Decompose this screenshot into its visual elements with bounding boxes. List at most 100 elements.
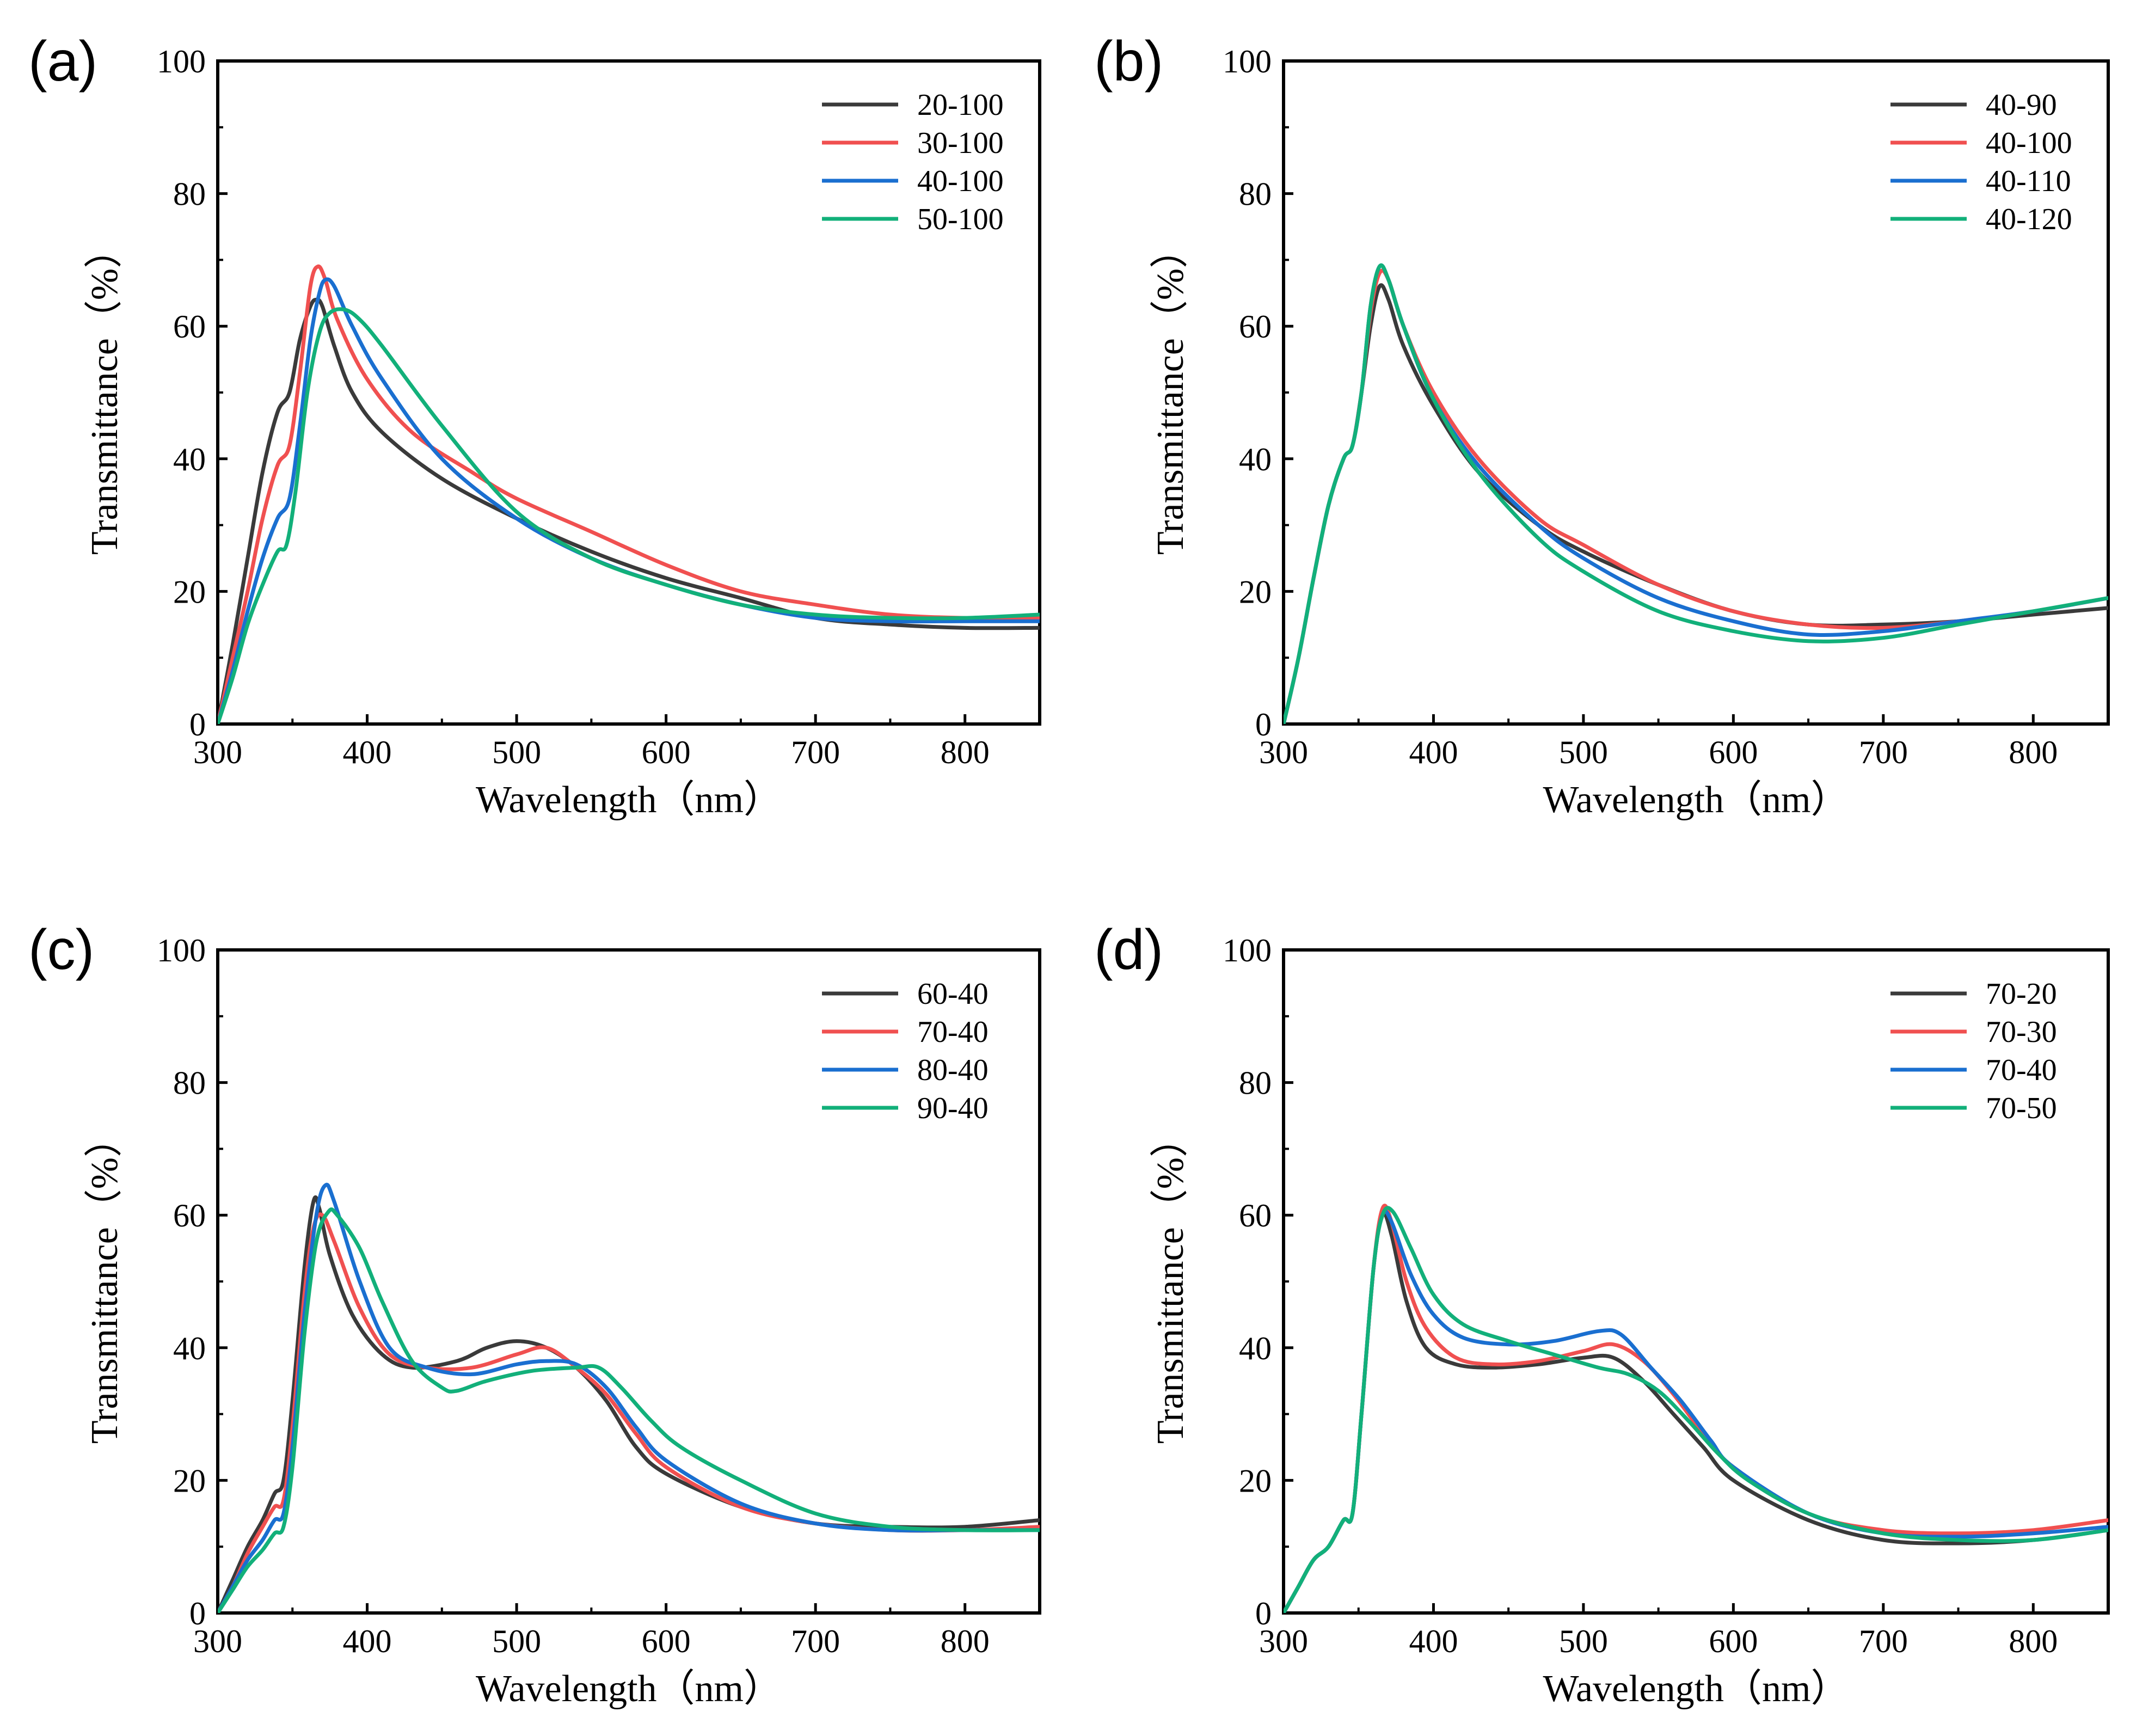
x-tick-label: 700 (1859, 1623, 1908, 1659)
legend-label: 80-40 (917, 1053, 989, 1087)
x-tick-label: 300 (1259, 1623, 1308, 1659)
x-tick-label: 500 (1559, 734, 1608, 770)
x-tick-label: 400 (1409, 1623, 1458, 1659)
x-tick-label: 300 (193, 734, 242, 770)
legend-label: 50-100 (917, 203, 1004, 236)
x-tick-label: 800 (2009, 1623, 2058, 1659)
series-line-20-100 (218, 297, 1040, 724)
series-line-50-100 (218, 307, 1040, 724)
x-tick-label: 500 (492, 734, 541, 770)
legend-label: 40-100 (917, 164, 1004, 198)
legend-label: 70-50 (1986, 1091, 2057, 1125)
series-line-30-100 (218, 264, 1040, 724)
panel-label: (c) (28, 918, 94, 982)
y-tick-label: 40 (1239, 1330, 1272, 1366)
y-tick-label: 0 (1255, 707, 1272, 743)
x-tick-label: 600 (1709, 734, 1758, 770)
series-line-70-50 (1284, 1206, 2108, 1613)
panel-label: (b) (1094, 30, 1163, 93)
y-tick-label: 80 (1239, 176, 1272, 212)
y-tick-label: 40 (1239, 441, 1272, 477)
x-tick-label: 300 (1259, 734, 1308, 770)
series-group (1284, 1204, 2108, 1613)
series-line-80-40 (218, 1182, 1040, 1613)
y-axis-title: Transmittance（%） (1150, 230, 1192, 555)
x-tick-label: 700 (791, 1623, 840, 1659)
x-tick-label: 800 (941, 1623, 990, 1659)
y-tick-label: 100 (1223, 44, 1272, 79)
legend-label: 40-120 (1986, 203, 2072, 236)
panel-b: (b) 300 400 500 600 700 800 0 20 40 60 80 100 Wavele… (1094, 30, 2110, 821)
plot-area: 300 400 500 600 700 800 0 20 40 60 80 100 Wavelength… (84, 933, 1041, 1710)
series-line-40-120 (1284, 263, 2108, 724)
y-tick-label: 0 (1255, 1596, 1272, 1631)
y-tick-label: 100 (157, 44, 206, 79)
panel-label: (a) (28, 30, 97, 93)
x-axis-title: Wavelength（nm） (476, 1668, 782, 1710)
panel-d: (d) 300 400 500 600 700 800 0 20 40 60 80 100 Wavele… (1094, 918, 2110, 1710)
y-tick-label: 40 (173, 441, 206, 477)
x-tick-label: 600 (642, 1623, 691, 1659)
y-tick-label: 0 (189, 707, 206, 743)
legend-label: 30-100 (917, 126, 1004, 160)
y-axis-title: Transmittance（%） (84, 230, 126, 555)
legend-label: 40-110 (1986, 164, 2071, 198)
x-tick-label: 700 (791, 734, 840, 770)
series-group (1284, 263, 2108, 724)
y-tick-label: 80 (173, 176, 206, 212)
x-tick-label: 800 (2009, 734, 2058, 770)
y-tick-label: 100 (1223, 933, 1272, 968)
plot-frame (216, 948, 1041, 1615)
series-line-70-40 (218, 1212, 1040, 1613)
x-tick-label: 600 (1709, 1623, 1758, 1659)
y-tick-label: 60 (1239, 1198, 1272, 1234)
y-tick-label: 0 (189, 1596, 206, 1631)
y-tick-label: 60 (173, 309, 206, 345)
y-tick-label: 20 (173, 574, 206, 610)
plot-area: 300 400 500 600 700 800 0 20 40 60 80 100 Wavelength… (1150, 44, 2110, 821)
x-axis-title: Wavelength（nm） (1543, 779, 1849, 821)
y-tick-label: 20 (1239, 1463, 1272, 1499)
y-tick-label: 20 (173, 1463, 206, 1499)
series-line-40-90 (1284, 283, 2108, 724)
plot-area: 300 400 500 600 700 800 0 20 40 60 80 100 Wavelength… (84, 44, 1041, 821)
x-tick-label: 500 (1559, 1623, 1608, 1659)
x-tick-label: 400 (343, 1623, 392, 1659)
y-tick-label: 80 (173, 1065, 206, 1101)
legend-label: 60-40 (917, 977, 989, 1011)
legend-label: 70-40 (1986, 1053, 2057, 1087)
x-tick-label: 500 (492, 1623, 541, 1659)
series-line-90-40 (218, 1207, 1040, 1613)
legend-label: 70-40 (917, 1015, 989, 1049)
legend-label: 70-20 (1986, 977, 2057, 1011)
y-tick-label: 40 (173, 1330, 206, 1366)
panel-a: (a) 300 400 500 600 700 800 0 20 40 60 80 100 Wavele… (28, 30, 1041, 821)
x-tick-label: 800 (941, 734, 990, 770)
x-tick-label: 300 (193, 1623, 242, 1659)
legend-label: 40-100 (1986, 126, 2072, 160)
x-tick-label: 400 (343, 734, 392, 770)
x-tick-label: 400 (1409, 734, 1458, 770)
panel-c: (c) 300 400 500 600 700 800 0 20 40 60 80 100 Wavele… (28, 918, 1041, 1710)
y-tick-label: 60 (1239, 309, 1272, 345)
series-line-40-100 (218, 277, 1040, 724)
x-tick-label: 600 (642, 734, 691, 770)
x-axis-title: Wavelength（nm） (1543, 1668, 1849, 1710)
legend-label: 20-100 (917, 88, 1004, 122)
x-tick-label: 700 (1859, 734, 1908, 770)
plot-area: 300 400 500 600 700 800 0 20 40 60 80 100 Wavelength… (1150, 933, 2110, 1710)
series-group (218, 264, 1040, 724)
legend-label: 70-30 (1986, 1015, 2057, 1049)
y-axis-title: Transmittance（%） (84, 1119, 126, 1444)
x-axis-title: Wavelength（nm） (476, 779, 782, 821)
series-group (218, 1182, 1040, 1613)
series-line-70-20 (1284, 1212, 2108, 1613)
y-tick-label: 20 (1239, 574, 1272, 610)
y-axis-title: Transmittance（%） (1150, 1119, 1192, 1444)
series-line-70-40 (1284, 1209, 2108, 1613)
y-tick-label: 60 (173, 1198, 206, 1234)
legend-label: 40-90 (1986, 88, 2057, 122)
panel-label: (d) (1094, 918, 1163, 982)
y-tick-label: 80 (1239, 1065, 1272, 1101)
